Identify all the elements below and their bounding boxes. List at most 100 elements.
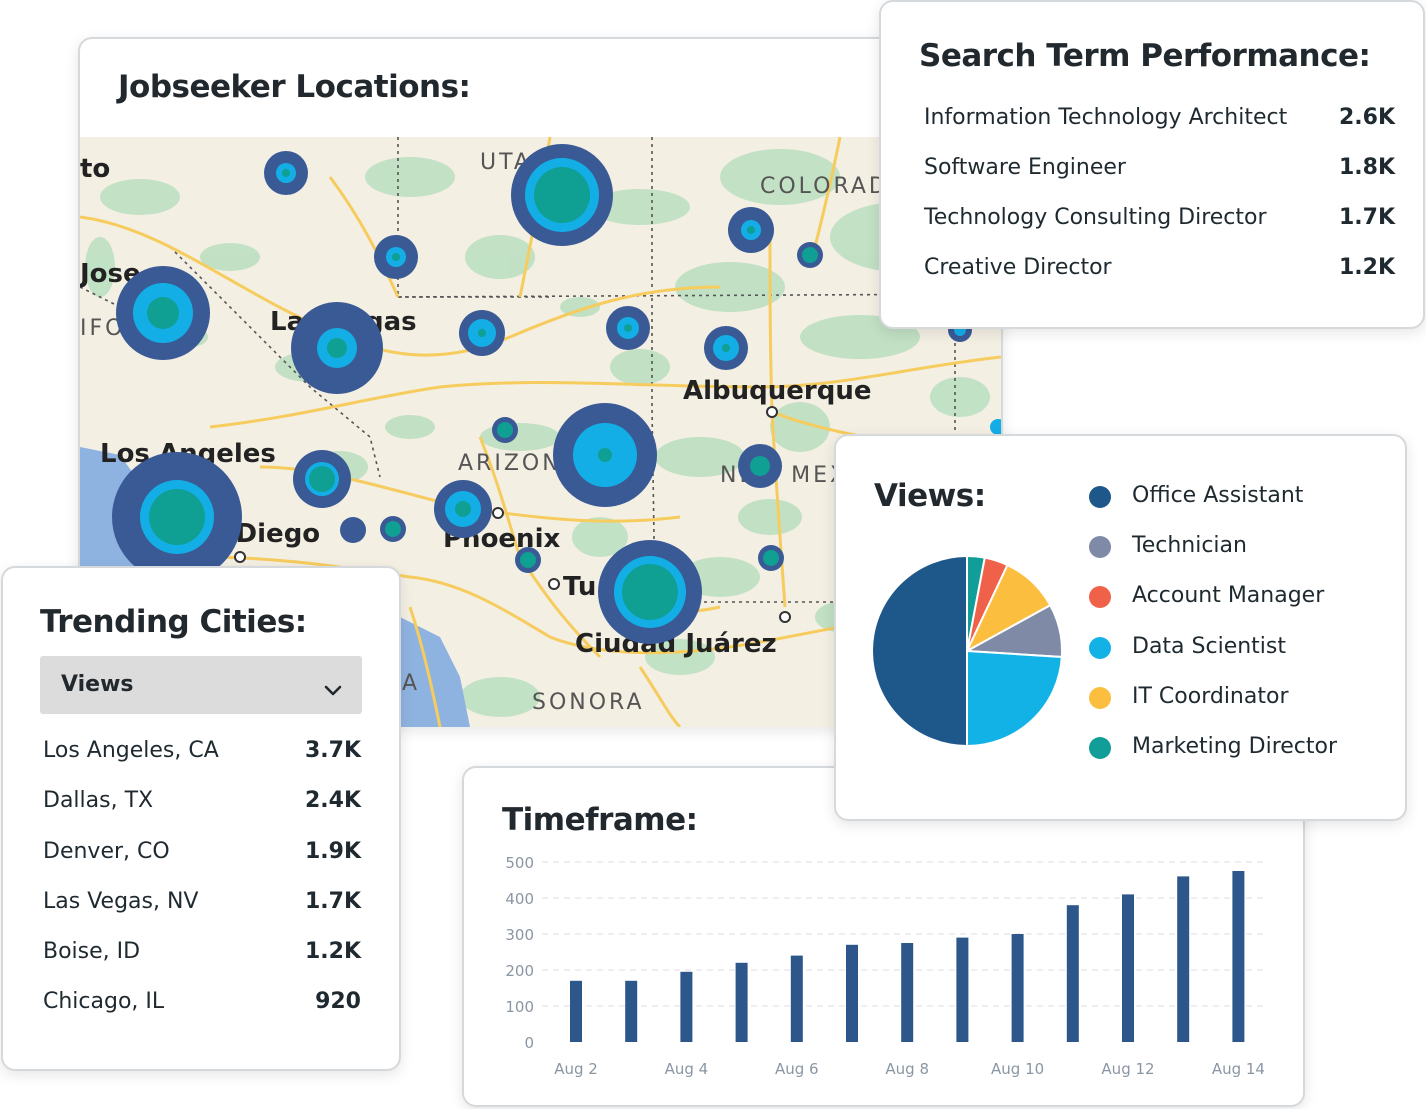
timeframe-card: Timeframe: 0 100 200 300 400 500 Aug 2 Aug 4 Aug…	[462, 766, 1305, 1107]
map-label-albuquerque: Albuquerque	[683, 376, 872, 406]
legend-swatch	[1089, 486, 1111, 508]
x-tick-label: Aug 4	[665, 1060, 709, 1078]
legend-label: Account Manager	[1132, 583, 1325, 608]
pie-slice-data-scientist[interactable]	[966, 649, 1063, 748]
city-label: Los Angeles, CA	[43, 738, 219, 763]
legend-swatch	[1089, 737, 1111, 759]
bar-aug-14[interactable]	[1232, 871, 1245, 1042]
map-bubble	[797, 242, 823, 268]
pie-slice-office-assistant[interactable]	[871, 554, 968, 748]
city-row: Las Vegas, NV 1.7K	[43, 889, 361, 919]
city-value: 2.4K	[304, 788, 361, 813]
search-term-label: Technology Consulting Director	[924, 205, 1267, 230]
map-bubble	[374, 235, 418, 279]
timeframe-bar-chart: 0 100 200 300 400 500 Aug 2 Aug 4 Aug 6 Aug 8 Aug …	[505, 854, 1267, 1078]
city-label: Denver, CO	[43, 839, 170, 864]
city-row: Boise, ID 1.2K	[43, 939, 361, 969]
bar-aug-11[interactable]	[1066, 905, 1079, 1042]
map-city-dots	[234, 406, 791, 623]
search-term-value: 1.2K	[1338, 255, 1395, 280]
views-pie-chart	[871, 554, 1063, 748]
city-row: Los Angeles, CA 3.7K	[43, 738, 361, 768]
x-tick-label: Aug 2	[554, 1060, 598, 1078]
map-bubble	[598, 540, 702, 644]
map-bubble	[758, 545, 784, 571]
views-card: Views: Office Assistant Technician Accou…	[834, 434, 1407, 821]
map-bubble	[291, 302, 383, 394]
legend-label: Office Assistant	[1132, 483, 1304, 508]
views-card-title: Views:	[874, 478, 986, 514]
y-tick-label: 200	[505, 962, 534, 980]
search-term-row: Information Technology Architect 2.6K	[924, 105, 1395, 135]
y-tick-label: 500	[505, 854, 534, 872]
city-row: Chicago, IL 920	[43, 989, 361, 1019]
map-label-a: A	[402, 671, 417, 696]
legend-label: Data Scientist	[1132, 634, 1286, 659]
map-bubble	[728, 207, 774, 253]
city-label: Chicago, IL	[43, 989, 165, 1014]
x-tick-label: Aug 6	[775, 1060, 819, 1078]
bar-aug-3[interactable]	[625, 980, 638, 1042]
map-label-sonora: SONORA	[532, 690, 645, 715]
map-bubble	[340, 517, 366, 543]
legend-swatch	[1089, 586, 1111, 608]
legend-swatch	[1089, 687, 1111, 709]
dropdown-selected-label: Views	[61, 672, 134, 697]
y-tick-label: 0	[524, 1034, 534, 1052]
bar-aug-13[interactable]	[1177, 876, 1190, 1042]
time-card-title: Timeframe:	[502, 802, 698, 838]
y-tick-label: 300	[505, 926, 534, 944]
trending-cities-card: Trending Cities: Views Los Angeles, CA 3…	[1, 566, 401, 1071]
bar-aug-10[interactable]	[1011, 934, 1024, 1042]
legend-label: Technician	[1132, 533, 1247, 558]
city-row: Dallas, TX 2.4K	[43, 788, 361, 818]
bar-aug-5[interactable]	[735, 962, 748, 1042]
map-bubble	[264, 151, 308, 195]
city-label: Dallas, TX	[43, 788, 154, 813]
map-label-to: to	[80, 154, 110, 184]
metric-dropdown[interactable]: Views	[40, 656, 362, 714]
search-term-row: Creative Director 1.2K	[924, 255, 1395, 285]
city-label: Boise, ID	[43, 939, 141, 964]
search-term-performance-card: Search Term Performance: Information Tec…	[879, 0, 1425, 329]
cities-card-title: Trending Cities:	[40, 604, 307, 640]
map-labels: to Jose IFO UTAH COLORAD Las Vegas Albuq…	[80, 150, 886, 715]
search-card-title: Search Term Performance:	[919, 38, 1371, 74]
bar-aug-4[interactable]	[680, 971, 693, 1042]
map-bubble	[990, 419, 1001, 435]
search-term-row: Software Engineer 1.8K	[924, 155, 1395, 185]
y-tick-label: 100	[505, 998, 534, 1016]
map-card-title: Jobseeker Locations:	[118, 69, 471, 105]
map-bubble	[112, 452, 242, 582]
map-bubble	[704, 326, 748, 370]
map-bubble	[492, 417, 518, 443]
bar-aug-12[interactable]	[1122, 894, 1134, 1042]
y-tick-label: 400	[505, 890, 534, 908]
map-bubble	[293, 450, 351, 508]
city-value: 1.9K	[304, 839, 361, 864]
search-term-label: Creative Director	[924, 255, 1112, 280]
map-bubble	[380, 516, 406, 542]
bar-aug-7[interactable]	[846, 944, 858, 1042]
map-bubbles	[112, 144, 1001, 644]
map-bubble	[459, 310, 505, 356]
city-row: Denver, CO 1.9K	[43, 839, 361, 869]
legend-label: IT Coordinator	[1132, 684, 1289, 709]
bar-aug-2[interactable]	[570, 980, 582, 1042]
bar-aug-9[interactable]	[956, 937, 969, 1042]
bar-aug-6[interactable]	[790, 955, 803, 1042]
bar-aug-8[interactable]	[901, 943, 914, 1042]
search-term-label: Software Engineer	[924, 155, 1126, 180]
search-term-value: 1.7K	[1338, 205, 1395, 230]
map-bubble	[606, 306, 650, 350]
map-bubble	[511, 144, 613, 246]
legend-label: Marketing Director	[1132, 734, 1338, 759]
x-tick-label: Aug 12	[1101, 1060, 1154, 1078]
city-value: 1.2K	[304, 939, 361, 964]
search-term-row: Technology Consulting Director 1.7K	[924, 205, 1395, 235]
city-value: 3.7K	[304, 738, 361, 763]
city-value: 1.7K	[304, 889, 361, 914]
x-tick-label: Aug 10	[991, 1060, 1044, 1078]
map-gulf	[400, 617, 470, 727]
search-term-value: 1.8K	[1338, 155, 1395, 180]
